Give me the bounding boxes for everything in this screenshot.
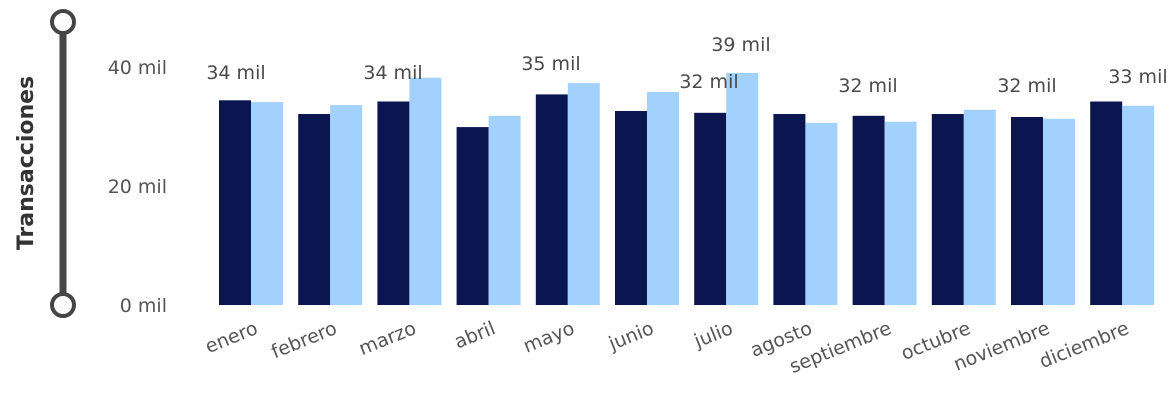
data-label: 33 mil <box>1108 66 1167 88</box>
bar-noviembre-series-2[interactable] <box>1043 118 1075 305</box>
bar-marzo-series-2[interactable] <box>409 77 442 305</box>
data-label: 32 mil <box>997 75 1056 97</box>
bar-diciembre-series-2[interactable] <box>1122 105 1155 305</box>
x-axis-ticks: enero febrero marzo abril mayo junio julio agos… <box>202 317 1132 378</box>
x-tick-label-marzo: marzo <box>356 317 419 360</box>
bar-septiembre-series-2[interactable] <box>884 121 917 305</box>
x-tick-label-junio: junio <box>605 317 657 355</box>
x-tick-label-abril: abril <box>451 317 498 353</box>
y-axis-title: Transacciones <box>14 76 39 250</box>
x-tick-label-enero: enero <box>202 317 261 358</box>
y-tick-label: 20 mil <box>108 176 167 198</box>
bar-febrero-series-1[interactable] <box>298 114 331 305</box>
x-tick-label-mayo: mayo <box>520 317 577 357</box>
data-label: 32 mil <box>838 75 897 97</box>
bar-agosto-series-2[interactable] <box>805 122 838 306</box>
bar-junio-series-2[interactable] <box>647 92 679 305</box>
x-tick-label-julio: julio <box>690 317 736 353</box>
y-tick-label: 0 mil <box>120 295 167 317</box>
y-axis-ticks: 0 mil 20 mil 40 mil <box>108 57 167 317</box>
bar-abril-series-1[interactable] <box>456 127 489 305</box>
bar-noviembre-series-1[interactable] <box>1011 117 1043 305</box>
data-label: 34 mil <box>206 62 265 84</box>
bar-julio-series-1[interactable] <box>694 112 727 305</box>
slider-handle-top[interactable] <box>50 9 76 35</box>
data-label: 35 mil <box>521 53 580 75</box>
x-tick-label-diciembre: diciembre <box>1036 317 1132 373</box>
x-tick-label-febrero: febrero <box>268 317 340 363</box>
data-label: 34 mil <box>363 62 422 84</box>
y-range-slider[interactable] <box>50 9 76 318</box>
slider-handle-bottom[interactable] <box>50 292 76 318</box>
bar-julio-series-2[interactable] <box>726 73 759 305</box>
bar-enero-series-2[interactable] <box>251 102 283 305</box>
bar-junio-series-1[interactable] <box>615 111 647 305</box>
data-label: 39 mil <box>711 34 770 56</box>
bar-septiembre-series-1[interactable] <box>852 115 885 305</box>
bar-febrero-series-2[interactable] <box>330 105 363 305</box>
bar-abril-series-2[interactable] <box>488 115 521 305</box>
bar-mayo-series-2[interactable] <box>567 83 600 305</box>
data-label: 32 mil <box>679 71 738 93</box>
bar-enero-series-1[interactable] <box>219 100 251 305</box>
bar-diciembre-series-1[interactable] <box>1090 101 1123 306</box>
bar-marzo-series-1[interactable] <box>377 101 410 306</box>
bars-group <box>219 73 1155 306</box>
bar-agosto-series-1[interactable] <box>773 114 806 305</box>
data-labels-group: 34 mil 34 mil 35 mil 32 mil 39 mil 32 mil 32 m… <box>206 34 1167 97</box>
bar-mayo-series-1[interactable] <box>535 94 568 306</box>
y-tick-label: 40 mil <box>108 57 167 79</box>
bar-octubre-series-1[interactable] <box>931 114 964 305</box>
bar-octubre-series-2[interactable] <box>963 109 996 305</box>
